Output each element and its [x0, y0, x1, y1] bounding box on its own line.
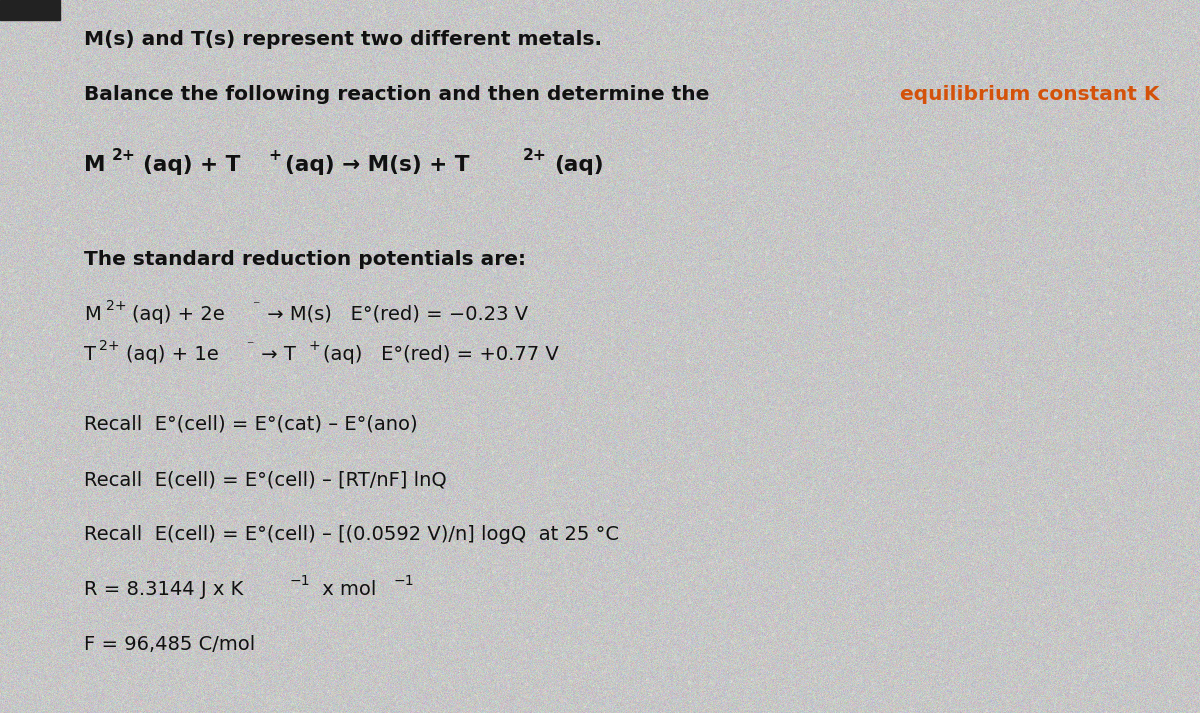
Text: Recall  E(cell) = E°(cell) – [RT/nF] lnQ: Recall E(cell) = E°(cell) – [RT/nF] lnQ — [84, 470, 446, 489]
Text: x mol: x mol — [316, 580, 377, 599]
Text: M: M — [84, 155, 106, 175]
Text: The standard reduction potentials are:: The standard reduction potentials are: — [84, 250, 526, 269]
Text: equilibrium constant K: equilibrium constant K — [900, 85, 1159, 104]
Text: (aq) + 2e: (aq) + 2e — [132, 305, 224, 324]
Text: −1: −1 — [289, 574, 310, 588]
Text: M: M — [84, 305, 101, 324]
Bar — [0, 0, 60, 20]
Text: Recall  E(cell) = E°(cell) – [(0.0592 V)/n] logQ  at 25 °C: Recall E(cell) = E°(cell) – [(0.0592 V)/… — [84, 525, 619, 544]
Text: R = 8.3144 J x K: R = 8.3144 J x K — [84, 580, 244, 599]
Text: ⁻: ⁻ — [246, 339, 253, 353]
Text: → M(s)   E°(red) = −0.23 V: → M(s) E°(red) = −0.23 V — [262, 305, 528, 324]
Text: 2+: 2+ — [112, 148, 136, 163]
Text: Recall  E°(cell) = E°(cat) – E°(ano): Recall E°(cell) = E°(cat) – E°(ano) — [84, 415, 418, 434]
Text: 2+: 2+ — [523, 148, 547, 163]
Text: (aq): (aq) — [554, 155, 604, 175]
Text: −1: −1 — [394, 574, 415, 588]
Text: F = 96,485 C/mol: F = 96,485 C/mol — [84, 635, 256, 654]
Text: (aq) + 1e: (aq) + 1e — [126, 345, 218, 364]
Text: +: + — [268, 148, 281, 163]
Text: +: + — [308, 339, 319, 353]
Text: (aq)   E°(red) = +0.77 V: (aq) E°(red) = +0.77 V — [323, 345, 559, 364]
Text: (aq) → M(s) + T: (aq) → M(s) + T — [284, 155, 469, 175]
Text: Balance the following reaction and then determine the: Balance the following reaction and then … — [84, 85, 716, 104]
Text: 2+: 2+ — [106, 299, 126, 313]
Text: → T: → T — [256, 345, 296, 364]
Text: M(s) and T(s) represent two different metals.: M(s) and T(s) represent two different me… — [84, 30, 602, 49]
Text: (aq) + T: (aq) + T — [143, 155, 240, 175]
Text: ⁻: ⁻ — [252, 299, 259, 313]
Text: 2+: 2+ — [100, 339, 120, 353]
Text: T: T — [84, 345, 96, 364]
